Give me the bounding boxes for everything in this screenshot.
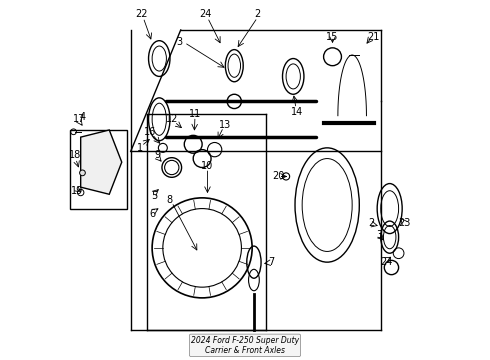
Text: 24: 24 [380,257,392,267]
Text: 12: 12 [166,114,178,124]
Text: 16: 16 [144,127,156,137]
Circle shape [79,170,85,176]
Text: 13: 13 [219,120,231,130]
Bar [75,123,125,202]
Text: 8: 8 [166,195,172,204]
Text: 2: 2 [254,9,261,19]
Text: 20: 20 [272,171,284,181]
Text: 15: 15 [326,32,339,42]
Text: 1: 1 [137,143,143,153]
Text: 23: 23 [398,218,410,228]
Text: 9: 9 [154,150,161,160]
Text: 14: 14 [291,107,303,117]
Text: 4: 4 [79,112,86,122]
Text: 19: 19 [71,186,83,197]
Text: 22: 22 [135,9,147,19]
Text: 3: 3 [176,37,182,48]
Text: 7: 7 [269,257,275,267]
Text: 5: 5 [151,191,157,201]
Text: 18: 18 [69,150,81,160]
Text: 3: 3 [376,230,382,240]
Text: 2024 Ford F-250 Super Duty
Carrier & Front Axles: 2024 Ford F-250 Super Duty Carrier & Fro… [191,336,299,355]
Text: 17: 17 [73,114,85,124]
Text: 6: 6 [149,209,155,219]
Text: 24: 24 [199,9,212,19]
Text: 21: 21 [368,32,380,42]
Polygon shape [81,130,122,194]
Bar [70,130,127,208]
Text: 11: 11 [189,109,201,119]
Text: 2: 2 [368,218,375,228]
Text: 10: 10 [201,161,214,171]
